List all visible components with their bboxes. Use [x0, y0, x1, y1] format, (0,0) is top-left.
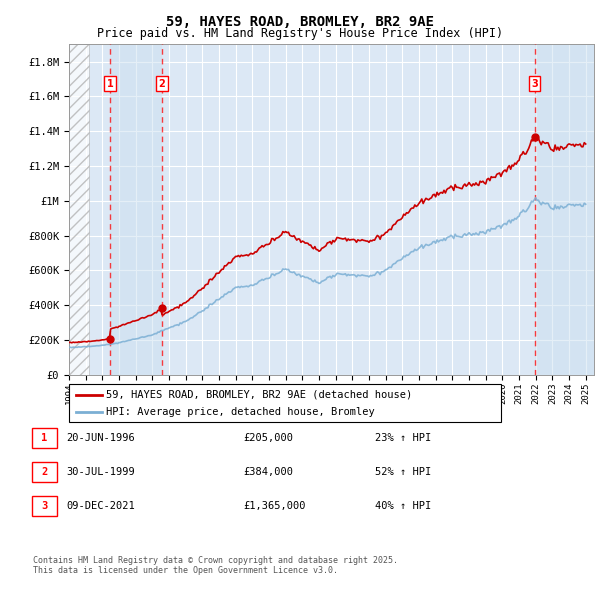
Text: 1: 1 [107, 79, 113, 89]
Text: £384,000: £384,000 [243, 467, 293, 477]
Text: 2: 2 [41, 467, 47, 477]
Text: 3: 3 [41, 502, 47, 511]
Text: 52% ↑ HPI: 52% ↑ HPI [375, 467, 431, 477]
Text: 59, HAYES ROAD, BROMLEY, BR2 9AE: 59, HAYES ROAD, BROMLEY, BR2 9AE [166, 15, 434, 29]
Text: Contains HM Land Registry data © Crown copyright and database right 2025.
This d: Contains HM Land Registry data © Crown c… [33, 556, 398, 575]
Text: HPI: Average price, detached house, Bromley: HPI: Average price, detached house, Brom… [106, 408, 375, 417]
Text: £1,365,000: £1,365,000 [243, 502, 305, 511]
Bar [69, 44, 89, 375]
Text: 2: 2 [158, 79, 166, 89]
Text: Price paid vs. HM Land Registry's House Price Index (HPI): Price paid vs. HM Land Registry's House … [97, 27, 503, 40]
Text: 30-JUL-1999: 30-JUL-1999 [66, 467, 135, 477]
Text: 23% ↑ HPI: 23% ↑ HPI [375, 433, 431, 442]
Text: 1: 1 [41, 433, 47, 442]
Bar [110, 44, 162, 375]
Text: 09-DEC-2021: 09-DEC-2021 [66, 502, 135, 511]
Text: 59, HAYES ROAD, BROMLEY, BR2 9AE (detached house): 59, HAYES ROAD, BROMLEY, BR2 9AE (detach… [106, 390, 412, 399]
Text: 20-JUN-1996: 20-JUN-1996 [66, 433, 135, 442]
Bar [535, 44, 594, 375]
Text: 40% ↑ HPI: 40% ↑ HPI [375, 502, 431, 511]
Text: £205,000: £205,000 [243, 433, 293, 442]
Text: 3: 3 [531, 79, 538, 89]
